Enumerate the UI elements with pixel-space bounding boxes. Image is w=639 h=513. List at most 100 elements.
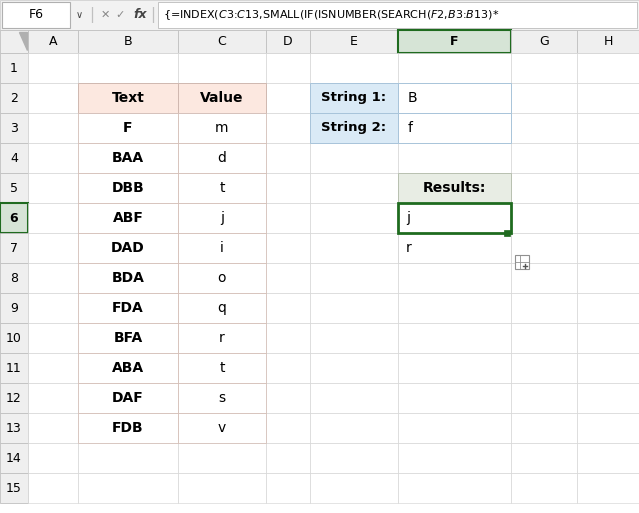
Bar: [511, 143, 577, 173]
Polygon shape: [19, 32, 27, 50]
Bar: [78, 113, 178, 143]
Text: B: B: [408, 91, 418, 105]
Bar: [0, 263, 28, 293]
Text: 6: 6: [10, 211, 19, 225]
Bar: [577, 53, 639, 83]
Text: ✕: ✕: [100, 10, 110, 20]
Bar: [310, 233, 398, 263]
Text: BFA: BFA: [113, 331, 142, 345]
Bar: [78, 203, 178, 233]
Text: |: |: [150, 7, 155, 23]
Text: ABF: ABF: [112, 211, 143, 225]
Bar: [78, 473, 178, 503]
Text: Text: Text: [112, 91, 144, 105]
Bar: [310, 173, 398, 203]
Bar: [398, 53, 511, 83]
Bar: [178, 293, 266, 323]
Bar: [577, 143, 639, 173]
Bar: [511, 353, 577, 383]
Bar: [78, 293, 178, 323]
Text: ∨: ∨: [75, 10, 82, 20]
Bar: [78, 353, 178, 383]
Bar: [310, 413, 398, 443]
Bar: [266, 263, 310, 293]
Bar: [178, 383, 266, 413]
Text: 2: 2: [10, 91, 18, 105]
Text: Value: Value: [200, 91, 243, 105]
Bar: [511, 263, 577, 293]
Bar: [310, 263, 398, 293]
Bar: [78, 83, 178, 113]
Text: ✓: ✓: [115, 10, 125, 20]
Bar: [398, 413, 511, 443]
Text: r: r: [219, 331, 225, 345]
Text: 14: 14: [6, 451, 22, 464]
Bar: [28, 413, 78, 443]
Bar: [0, 143, 28, 173]
Bar: [310, 443, 398, 473]
Bar: [28, 113, 78, 143]
Bar: [511, 293, 577, 323]
Bar: [310, 53, 398, 83]
Text: 7: 7: [10, 242, 18, 254]
Bar: [28, 353, 78, 383]
Bar: [266, 53, 310, 83]
Text: |: |: [89, 7, 95, 23]
Bar: [0, 0, 639, 30]
Bar: [28, 473, 78, 503]
Bar: [28, 443, 78, 473]
Bar: [178, 203, 266, 233]
Bar: [511, 53, 577, 83]
Text: H: H: [603, 35, 613, 48]
Bar: [310, 293, 398, 323]
Bar: [398, 113, 511, 143]
Bar: [266, 383, 310, 413]
Bar: [511, 203, 577, 233]
Bar: [178, 413, 266, 443]
Text: DBB: DBB: [112, 181, 144, 195]
Bar: [78, 443, 178, 473]
Bar: [178, 233, 266, 263]
Bar: [511, 233, 577, 263]
Bar: [2, 2, 70, 28]
Bar: [398, 263, 511, 293]
Bar: [511, 473, 577, 503]
Text: 4: 4: [10, 151, 18, 165]
Bar: [28, 53, 78, 83]
Bar: [577, 443, 639, 473]
Bar: [0, 383, 28, 413]
Bar: [577, 323, 639, 353]
Bar: [178, 473, 266, 503]
Bar: [178, 383, 266, 413]
Bar: [178, 263, 266, 293]
Bar: [178, 323, 266, 353]
Bar: [78, 323, 178, 353]
Bar: [398, 173, 511, 203]
Text: 1: 1: [10, 62, 18, 74]
Bar: [310, 353, 398, 383]
Bar: [78, 233, 178, 263]
Text: 8: 8: [10, 271, 18, 285]
Bar: [511, 113, 577, 143]
Text: i: i: [220, 241, 224, 255]
Bar: [178, 353, 266, 383]
Text: r: r: [406, 241, 412, 255]
Text: 13: 13: [6, 422, 22, 435]
Text: 11: 11: [6, 362, 22, 374]
Bar: [28, 30, 78, 53]
Bar: [0, 113, 28, 143]
Bar: [577, 113, 639, 143]
Bar: [266, 113, 310, 143]
Bar: [577, 263, 639, 293]
Text: 9: 9: [10, 302, 18, 314]
Text: D: D: [283, 35, 293, 48]
Bar: [78, 113, 178, 143]
Bar: [0, 53, 28, 83]
Text: E: E: [350, 35, 358, 48]
Bar: [178, 113, 266, 143]
Bar: [504, 230, 510, 236]
Bar: [577, 383, 639, 413]
Bar: [28, 143, 78, 173]
Bar: [78, 383, 178, 413]
Bar: [310, 383, 398, 413]
